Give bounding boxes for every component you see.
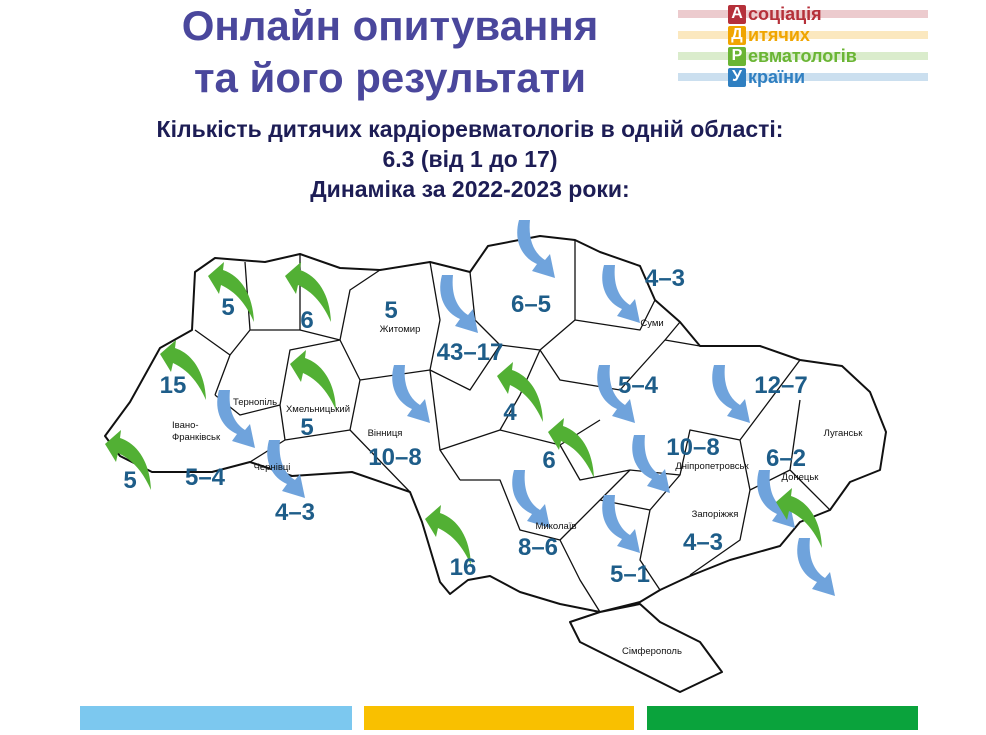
region-value: 5–1 bbox=[610, 561, 650, 588]
title-line-1: Онлайн опитування bbox=[181, 2, 599, 49]
region-value: 4–3 bbox=[275, 499, 315, 526]
logo-word: евматологів bbox=[748, 45, 857, 66]
logo-letter: А bbox=[728, 4, 746, 24]
region-value: 43–17 bbox=[437, 339, 504, 366]
footer-bar-blue bbox=[80, 706, 352, 730]
region-value: 10–8 bbox=[368, 444, 421, 471]
region-value: 6–5 bbox=[511, 291, 551, 318]
region-value: 5–4 bbox=[185, 464, 226, 491]
city-label: Миколаїв bbox=[535, 521, 576, 532]
green-up-arrow-icon bbox=[290, 350, 336, 410]
region-value: 10–8 bbox=[666, 434, 719, 461]
region-value: 5 bbox=[300, 414, 313, 441]
logo-letter: У bbox=[728, 67, 746, 87]
city-label: Донецьк bbox=[782, 472, 820, 483]
slide-title: Онлайн опитування та його результати bbox=[110, 0, 670, 104]
city-label: Тернопіль bbox=[233, 397, 277, 408]
region-value: 6 bbox=[300, 307, 313, 334]
footer-bar-yellow bbox=[364, 706, 634, 730]
logo-letter: Д bbox=[728, 25, 746, 45]
region-value: 4–3 bbox=[645, 265, 685, 292]
city-label: Сімферополь bbox=[622, 646, 682, 657]
subtitle-line-1: Кількість дитячих кардіоревматологів в о… bbox=[156, 116, 784, 142]
city-label: Запоріжжя bbox=[692, 509, 739, 520]
blue-down-arrow-icon bbox=[712, 365, 750, 423]
city-label: Житомир bbox=[380, 324, 421, 335]
city-label: Франківськ bbox=[172, 432, 221, 443]
blue-down-arrow-icon bbox=[797, 538, 835, 596]
region-value: 5 bbox=[123, 467, 136, 494]
region-value: 4–3 bbox=[683, 529, 723, 556]
region-value: 5 bbox=[221, 294, 234, 321]
blue-down-arrow-icon bbox=[512, 470, 550, 528]
title-line-2: та його результати bbox=[193, 54, 587, 101]
logo-letter: Р bbox=[728, 46, 746, 66]
blue-down-arrow-icon bbox=[632, 435, 670, 493]
region-value: 6 bbox=[542, 447, 555, 474]
city-label: Вінниця bbox=[368, 428, 403, 439]
city-label: Івано- bbox=[172, 420, 199, 431]
country-outline bbox=[104, 235, 887, 693]
region-value: 5–4 bbox=[618, 372, 659, 399]
region-value: 16 bbox=[450, 554, 477, 581]
logo-word: соціація bbox=[748, 3, 822, 24]
city-label: Суми bbox=[640, 318, 663, 329]
logo-word: країни bbox=[748, 66, 806, 87]
blue-down-arrow-icon bbox=[517, 220, 555, 278]
map-borders bbox=[104, 235, 887, 693]
region-value: 12–7 bbox=[754, 372, 807, 399]
city-label: Дніпропетровськ bbox=[675, 461, 749, 472]
blue-down-arrow-icon bbox=[440, 275, 478, 333]
subtitle-line-2: 6.3 (від 1 до 17) bbox=[382, 146, 558, 172]
blue-down-arrow-icon bbox=[392, 365, 430, 423]
blue-down-arrow-icon bbox=[602, 265, 640, 323]
city-label: Луганськ bbox=[824, 428, 864, 439]
footer-bar-green bbox=[647, 706, 918, 730]
city-label: Хмельницький bbox=[286, 404, 350, 415]
region-value: 4 bbox=[503, 399, 517, 426]
subtitle-line-3: Динаміка за 2022-2023 роки: bbox=[310, 176, 630, 202]
region-value: 6–2 bbox=[766, 445, 806, 472]
subtitle: Кількість дитячих кардіоревматологів в о… bbox=[60, 114, 880, 204]
region-value: 5 bbox=[384, 297, 397, 324]
region-value: 8–6 bbox=[518, 534, 558, 561]
region-value: 15 bbox=[160, 372, 187, 399]
city-label: Чернівці bbox=[254, 462, 291, 473]
logo-word: итячих bbox=[748, 24, 810, 45]
